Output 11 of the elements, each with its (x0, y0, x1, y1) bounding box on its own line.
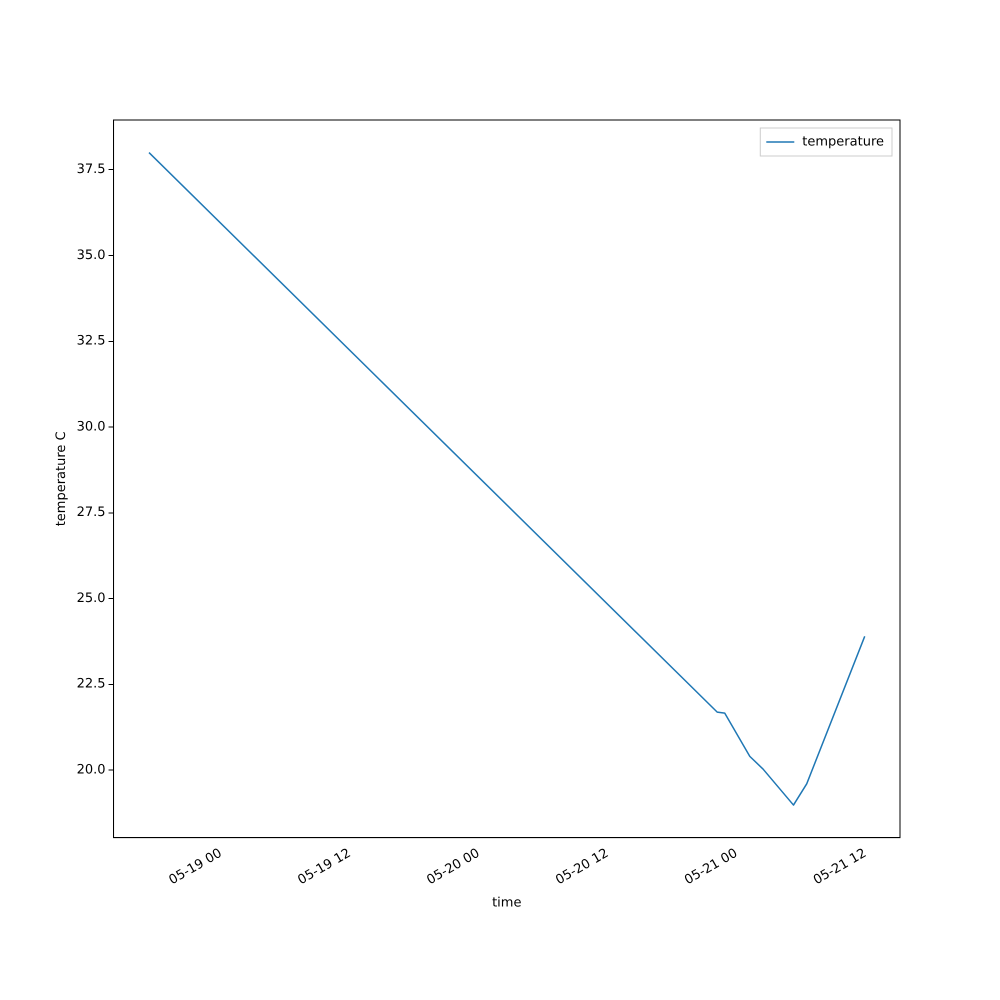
y-tick-label: 20.0 (76, 762, 106, 778)
y-axis-title: temperature C (54, 431, 70, 526)
y-tick-label: 37.5 (76, 162, 106, 178)
legend-label: temperature (802, 134, 884, 150)
x-axis-title: time (492, 896, 522, 911)
y-tick-label: 25.0 (76, 590, 106, 606)
y-tick-label: 22.5 (76, 676, 106, 692)
y-tick-label: 30.0 (76, 419, 106, 434)
y-tick-label: 35.0 (76, 248, 106, 263)
y-tick-label: 27.5 (76, 505, 106, 520)
y-tick-label: 32.5 (76, 334, 106, 349)
